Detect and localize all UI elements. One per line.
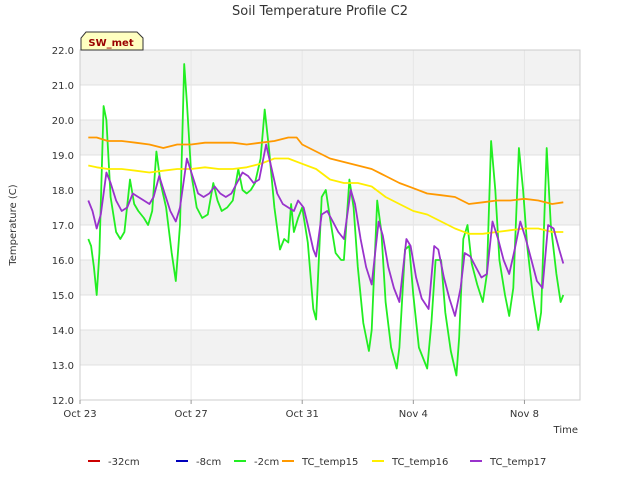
y-tick-label: 16.0 <box>52 256 74 267</box>
site-label-text: SW_met <box>88 38 133 49</box>
legend-label: -2cm <box>254 457 279 468</box>
legend-label: TC_temp15 <box>301 457 358 468</box>
legend-item: TC_temp17 <box>470 457 546 468</box>
plot-band <box>80 225 580 260</box>
y-tick-label: 19.0 <box>52 151 74 162</box>
legend-label: -32cm <box>108 457 140 468</box>
x-axis-ticks: Oct 23 Oct 27 Oct 31 Nov 4 Nov 8 <box>63 400 539 420</box>
y-axis-ticks: 12.0 13.0 14.0 15.0 16.0 17.0 18.0 19.0 20.0 21.0… <box>52 46 74 407</box>
plot-band <box>80 85 580 120</box>
y-tick-label: 12.0 <box>52 396 74 407</box>
y-tick-label: 15.0 <box>52 291 74 302</box>
plot-band <box>80 330 580 365</box>
plot-band <box>80 50 580 85</box>
plot-band <box>80 155 580 190</box>
series-line-tc-temp15 <box>88 136 564 205</box>
x-tick-label: Oct 23 <box>63 409 96 420</box>
plot-band <box>80 120 580 155</box>
y-tick-label: 22.0 <box>52 46 74 57</box>
x-tick-label: Nov 8 <box>510 409 539 420</box>
legend-item: -32cm <box>88 457 140 468</box>
series-line-tc-temp16 <box>88 157 564 235</box>
plot-band <box>80 295 580 330</box>
x-tick-label: Oct 27 <box>175 409 208 420</box>
site-label-badge: SW_met <box>80 31 144 51</box>
x-axis-label: Time <box>553 425 578 436</box>
series-line-tc-temp17 <box>87 143 565 317</box>
plot-border <box>79 49 581 401</box>
legend-item: TC_temp15 <box>282 457 358 468</box>
y-tick-label: 14.0 <box>52 326 74 337</box>
series-line-2cm <box>87 63 565 377</box>
legend-item: TC_temp16 <box>372 457 448 468</box>
y-tick-label: 17.0 <box>52 221 74 232</box>
x-tick-label: Oct 31 <box>286 409 319 420</box>
y-tick-label: 18.0 <box>52 186 74 197</box>
series-layer <box>87 63 565 377</box>
x-tick-label: Nov 4 <box>399 409 428 420</box>
y-tick-label: 20.0 <box>52 116 74 127</box>
legend: -32cm -8cm -2cm TC_temp15 TC_temp16 TC_temp17 <box>88 457 546 468</box>
y-tick-label: 13.0 <box>52 361 74 372</box>
legend-label: TC_temp17 <box>489 457 546 468</box>
y-axis-label: Temperature (C) <box>8 184 19 266</box>
plot-area <box>80 50 580 400</box>
plot-band <box>80 260 580 295</box>
legend-item: -2cm <box>234 457 279 468</box>
legend-label: TC_temp16 <box>391 457 448 468</box>
y-tick-label: 21.0 <box>52 81 74 92</box>
plot-band <box>80 365 580 400</box>
chart-title: Soil Temperature Profile C2 <box>232 4 408 19</box>
legend-label: -8cm <box>196 457 221 468</box>
legend-item: -8cm <box>176 457 221 468</box>
